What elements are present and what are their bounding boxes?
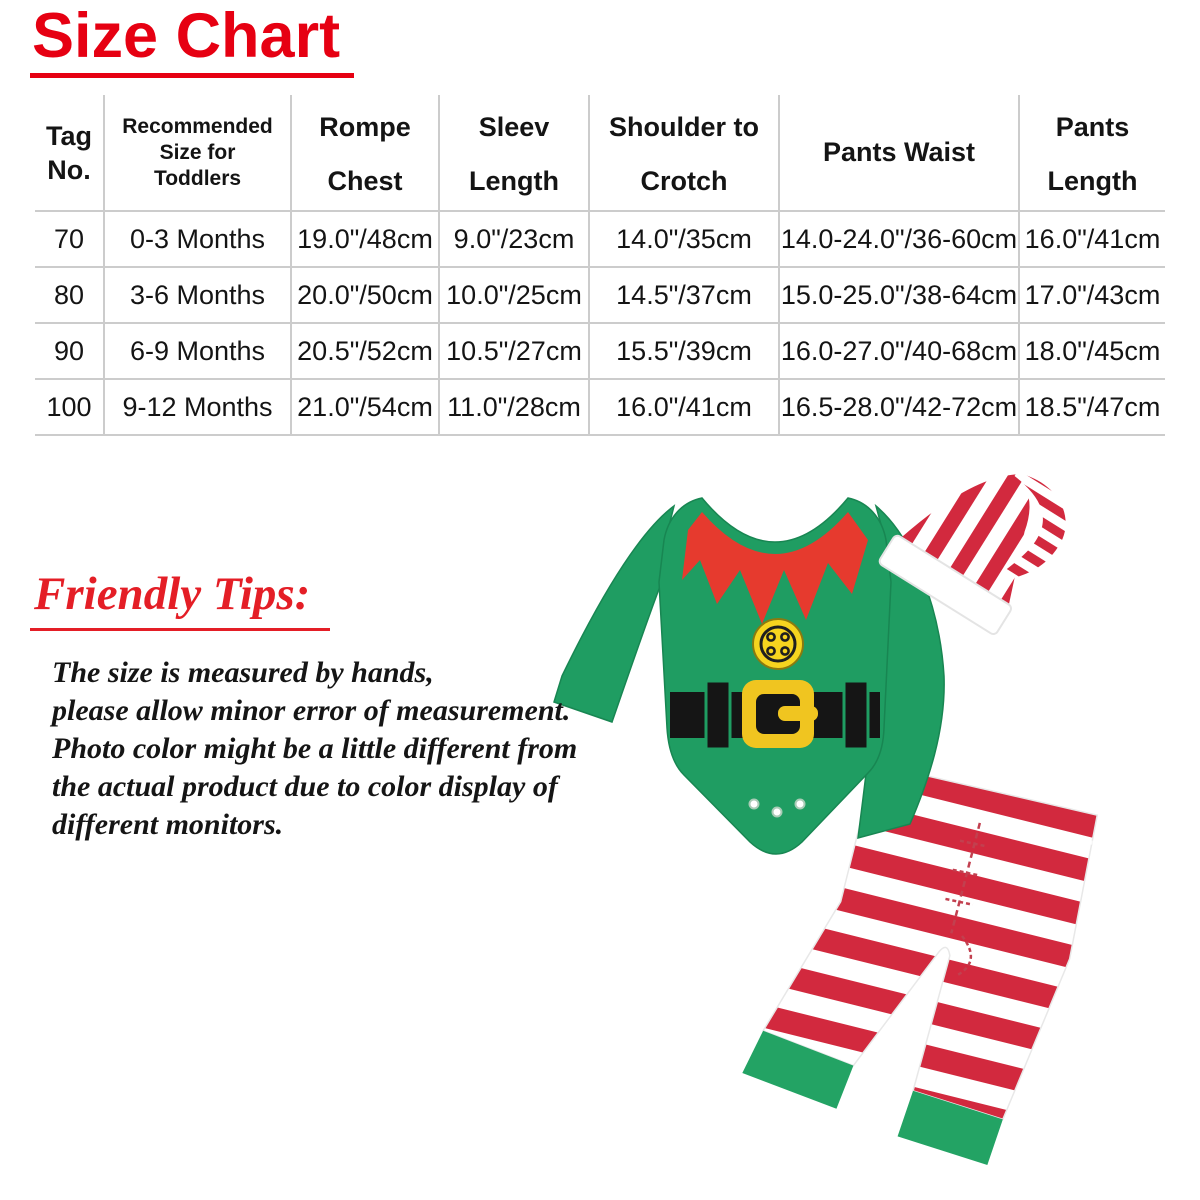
- size-cell: 19.0"/48cm: [292, 212, 440, 268]
- size-cell: 16.5-28.0"/42-72cm: [780, 380, 1020, 436]
- header-line: Recommended: [122, 114, 273, 138]
- pants-cuff-left: [742, 1030, 854, 1109]
- tips-line: Photo color might be a little different …: [52, 732, 578, 765]
- header-line: Chest: [327, 166, 403, 196]
- size-cell: 18.0"/45cm: [1020, 324, 1165, 380]
- product-photo: [553, 472, 1099, 1165]
- belt-loop-left: [704, 679, 732, 751]
- friendly-tips-heading: Friendly Tips:: [30, 568, 331, 631]
- belt-buckle: [742, 680, 818, 748]
- hat-band: [878, 534, 1012, 635]
- col-header-romper-chest: Rompe Chest: [292, 95, 440, 212]
- tips-line: the actual product due to color display …: [52, 770, 558, 803]
- size-cell: 16.0"/41cm: [590, 380, 780, 436]
- header-line: No.: [47, 154, 91, 185]
- col-header-pants-waist: Pants Waist: [780, 95, 1020, 212]
- header-line: Toddlers: [153, 166, 242, 190]
- size-cell: 11.0"/28cm: [440, 380, 590, 436]
- col-header-pants-length: Pants Length: [1020, 95, 1165, 212]
- size-cell: 14.0"/35cm: [590, 212, 780, 268]
- header-line: Size for: [159, 140, 236, 164]
- size-cell: 16.0-27.0"/40-68cm: [780, 324, 1020, 380]
- size-cell: 9.0"/23cm: [440, 212, 590, 268]
- size-cell: 16.0"/41cm: [1020, 212, 1165, 268]
- header-line: Pants: [1055, 112, 1130, 142]
- snap-button: [748, 798, 760, 810]
- hat-body: [899, 474, 1030, 607]
- tips-line: different monitors.: [52, 808, 284, 841]
- striped-hat-illustration: [878, 472, 1066, 635]
- col-header-recommended-size: Recommended Size for Toddlers: [105, 95, 292, 212]
- size-cell: 15.0-25.0"/38-64cm: [780, 268, 1020, 324]
- size-cell: 80: [35, 268, 105, 324]
- tips-line: please allow minor error of measurement.: [52, 694, 571, 727]
- snap-button: [794, 798, 806, 810]
- size-chart-table: Tag No. Recommended Size for Toddlers Ro…: [35, 95, 1165, 436]
- size-cell: 70: [35, 212, 105, 268]
- header-line: Length: [469, 166, 559, 196]
- size-cell: 100: [35, 380, 105, 436]
- striped-pants-illustration: [742, 762, 1099, 1165]
- size-cell: 15.5"/39cm: [590, 324, 780, 380]
- size-cell: 6-9 Months: [105, 324, 292, 380]
- elf-romper-illustration: [553, 497, 945, 855]
- romper-left-sleeve: [553, 504, 676, 723]
- size-cell: 0-3 Months: [105, 212, 292, 268]
- header-line: Pants Waist: [822, 137, 976, 167]
- col-header-sleeve-length: Sleev Length: [440, 95, 590, 212]
- size-cell: 14.5"/37cm: [590, 268, 780, 324]
- size-cell: 90: [35, 324, 105, 380]
- size-cell: 10.0"/25cm: [440, 268, 590, 324]
- page-title: Size Chart: [30, 0, 355, 78]
- header-line: Shoulder to: [609, 112, 759, 142]
- size-cell: 20.0"/50cm: [292, 268, 440, 324]
- hat-tail: [1004, 472, 1066, 579]
- tips-line: The size is measured by hands,: [52, 656, 434, 689]
- size-cell: 3-6 Months: [105, 268, 292, 324]
- header-line: Rompe: [319, 112, 411, 142]
- col-header-tag-no: Tag No.: [35, 95, 105, 212]
- size-cell: 17.0"/43cm: [1020, 268, 1165, 324]
- header-line: Sleev: [478, 112, 550, 142]
- header-line: Length: [1047, 166, 1138, 196]
- header-line: Tag: [46, 120, 92, 151]
- size-cell: 20.5"/52cm: [292, 324, 440, 380]
- friendly-tips-text: The size is measured by hands, please al…: [52, 654, 632, 844]
- header-line: Crotch: [640, 166, 728, 196]
- snap-button: [771, 806, 783, 818]
- size-cell: 18.5"/47cm: [1020, 380, 1165, 436]
- size-cell: 21.0"/54cm: [292, 380, 440, 436]
- pants-cuff-right: [897, 1090, 1003, 1165]
- size-cell: 9-12 Months: [105, 380, 292, 436]
- size-cell: 10.5"/27cm: [440, 324, 590, 380]
- col-header-shoulder-to-crotch: Shoulder to Crotch: [590, 95, 780, 212]
- belt-loop-right: [842, 679, 870, 751]
- romper-button-top: [752, 618, 804, 670]
- size-cell: 14.0-24.0"/36-60cm: [780, 212, 1020, 268]
- elf-collar: [682, 512, 868, 624]
